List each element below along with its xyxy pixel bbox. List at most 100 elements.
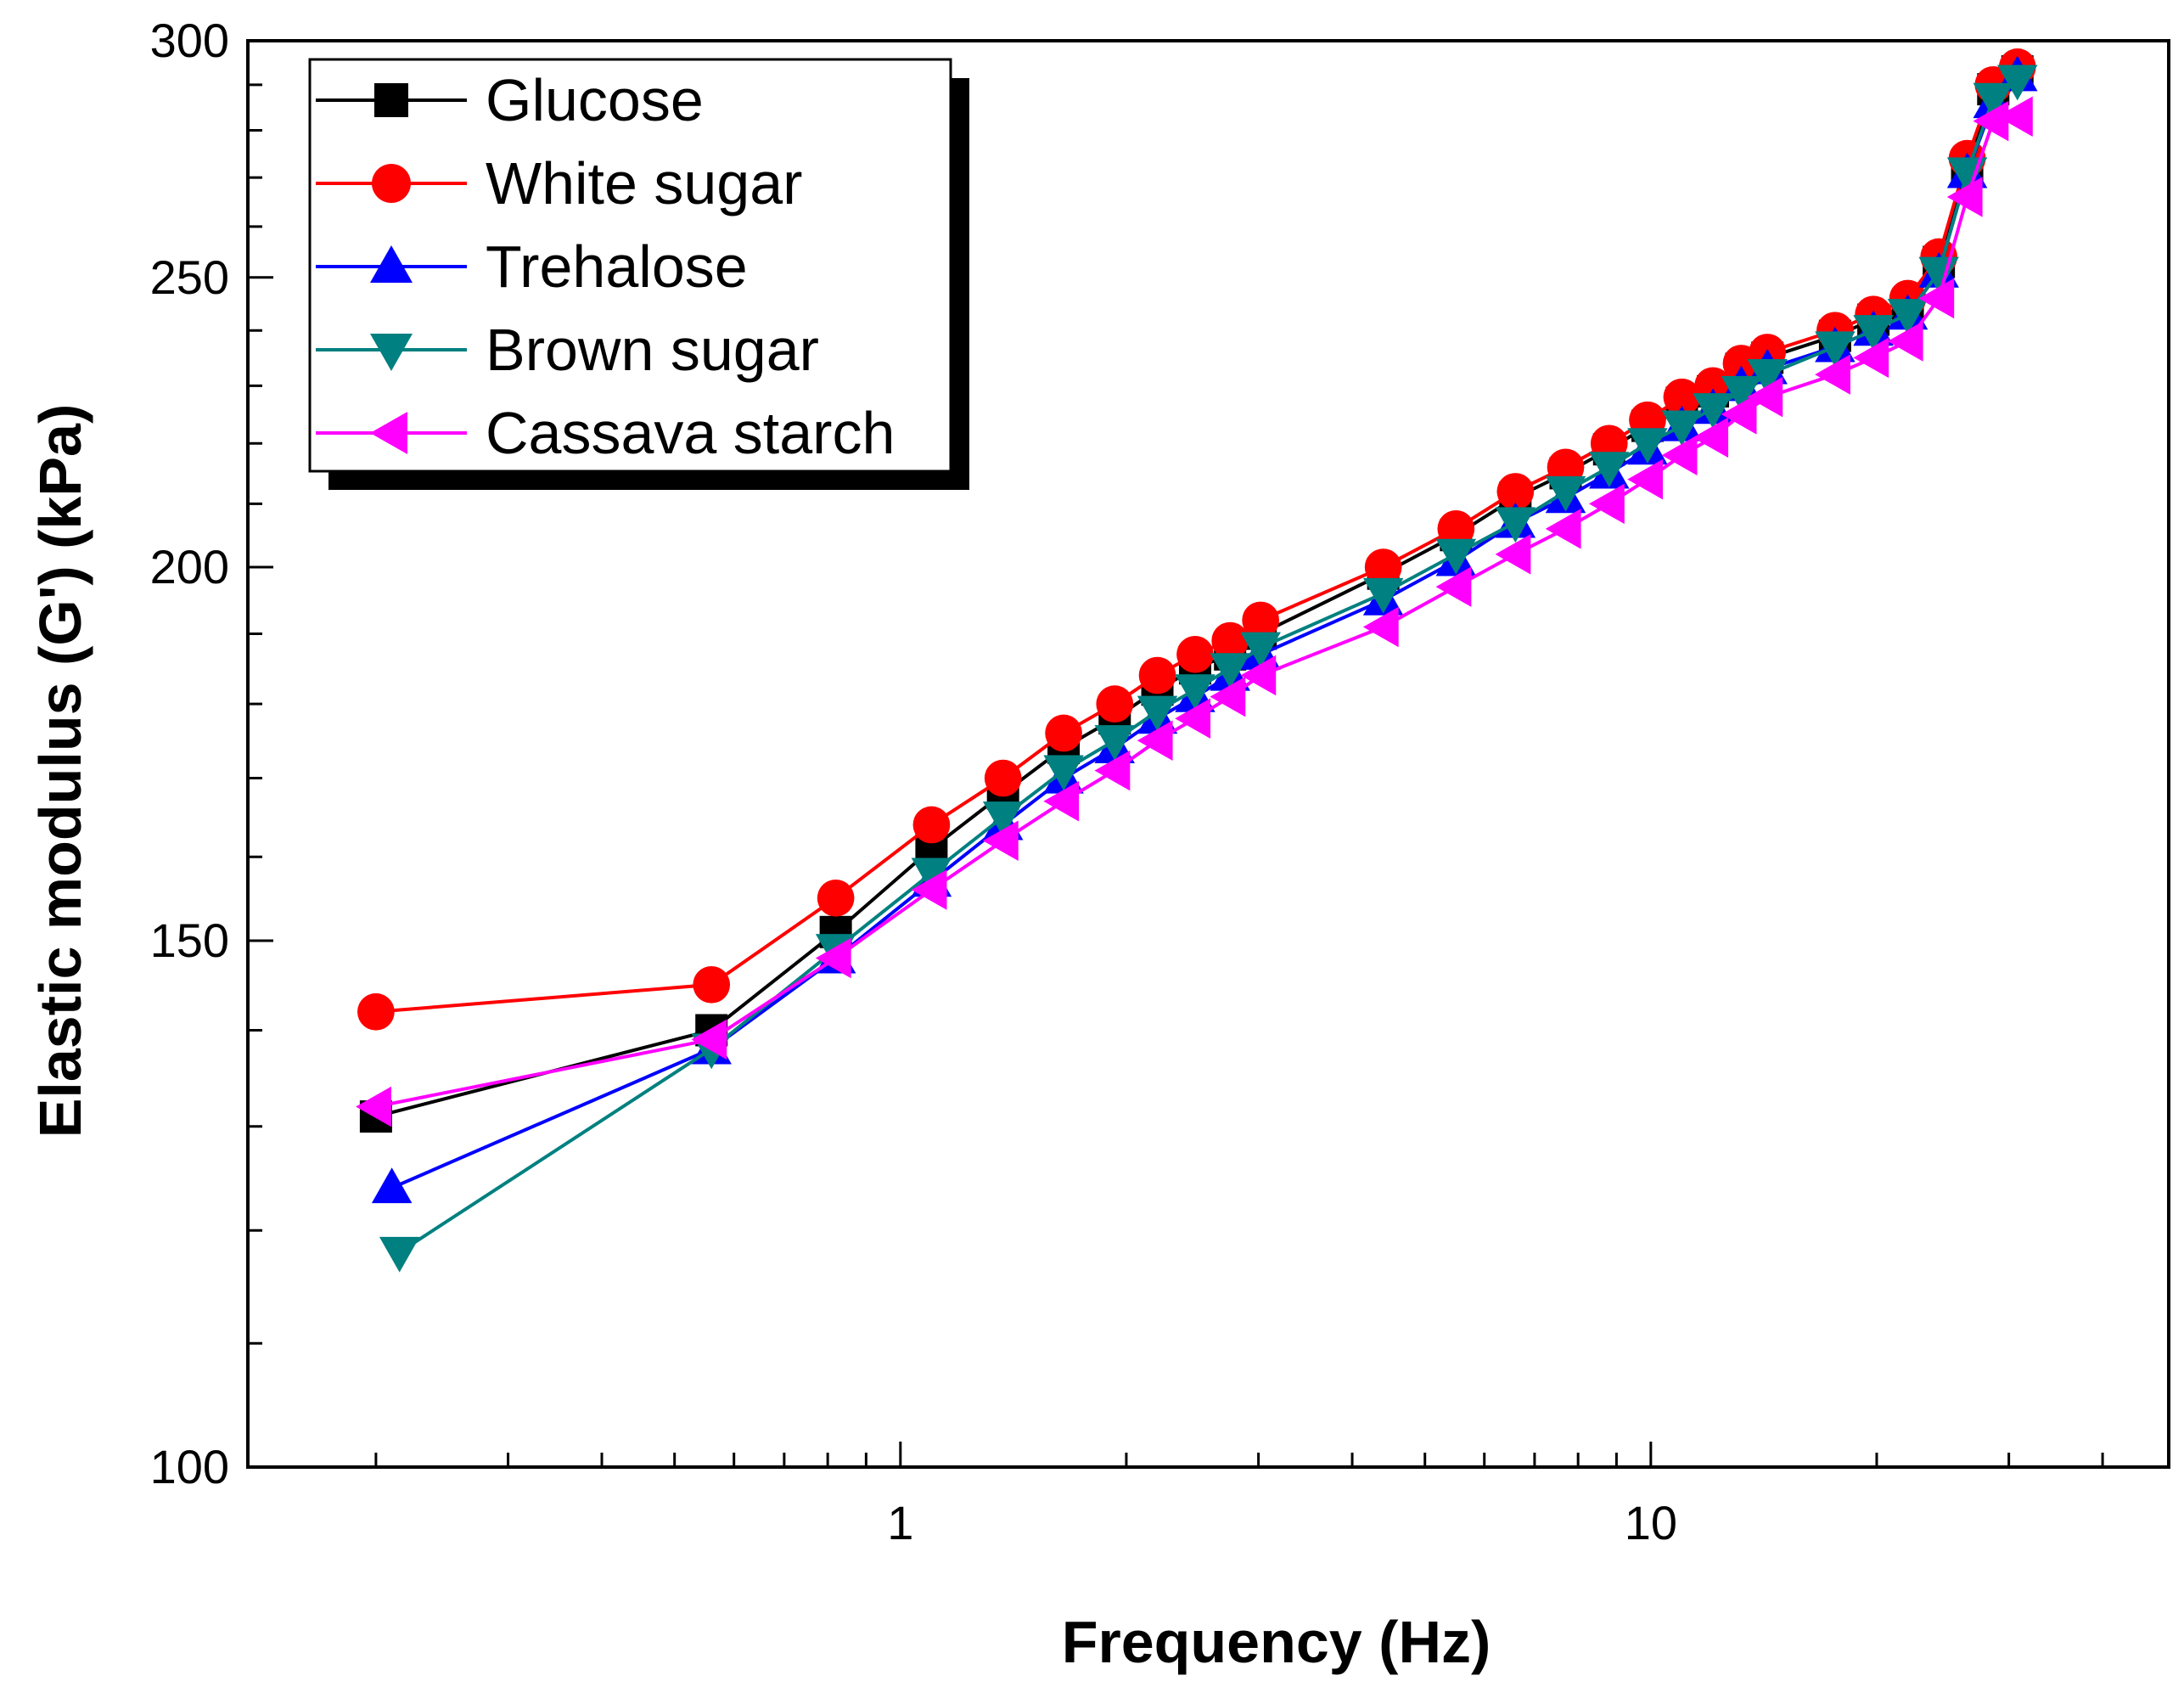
triangle-down-marker — [1240, 632, 1281, 668]
triangle-left-marker — [1545, 509, 1581, 549]
y-tick-label: 150 — [150, 914, 229, 967]
triangle-left-marker — [1362, 606, 1399, 648]
legend: Glucose White sugar Trehalose Brown sugar Ca… — [308, 58, 969, 490]
circle-marker — [357, 992, 395, 1031]
legend-label: Glucose — [486, 67, 704, 133]
triangle-down-marker — [1210, 653, 1250, 689]
triangle-down-marker — [1996, 65, 2038, 101]
triangle-down-marker — [1589, 452, 1630, 488]
legend-label: Cassava starch — [486, 400, 895, 466]
triangle-left-marker — [1435, 566, 1472, 607]
triangle-down-marker — [379, 1236, 420, 1273]
triangle-left-marker — [1175, 698, 1211, 739]
legend-item: Brown sugar — [316, 317, 819, 383]
legend-label: Trehalose — [486, 233, 748, 300]
triangle-left-marker — [1240, 655, 1277, 696]
triangle-left-marker — [1946, 177, 1983, 217]
triangle-left-marker — [1661, 435, 1698, 476]
legend-label: Brown sugar — [486, 317, 819, 383]
series-brown-sugar — [379, 65, 2038, 1273]
plot-area-frame — [246, 39, 2170, 1469]
triangle-down-marker — [1137, 695, 1178, 732]
triangle-down-marker — [1721, 375, 1762, 412]
circle-marker — [912, 806, 951, 844]
circle-marker — [1138, 656, 1176, 694]
triangle-down-marker — [1747, 359, 1788, 395]
x-tick-label: 10 — [1625, 1496, 1677, 1549]
triangle-down-marker — [1043, 755, 1084, 791]
triangle-left-marker — [911, 869, 947, 910]
circle-marker — [1242, 601, 1280, 639]
circle-marker — [693, 965, 731, 1004]
y-tick-label: 250 — [150, 250, 229, 304]
legend-label: White sugar — [486, 150, 802, 216]
triangle-down-marker — [1495, 507, 1536, 543]
circle-marker — [1437, 509, 1475, 548]
series-cassava-starch — [356, 96, 2033, 1127]
triangle-up-marker — [370, 245, 413, 283]
series-line — [375, 115, 2018, 1109]
series-layer — [356, 48, 2038, 1273]
x-axis-title: Frequency (Hz) — [1062, 1609, 1491, 1675]
circle-marker — [817, 879, 855, 917]
triangle-left-marker — [1918, 278, 1955, 319]
triangle-down-marker — [1094, 725, 1136, 761]
triangle-left-marker — [1721, 394, 1757, 435]
circle-marker — [1211, 621, 1249, 660]
triangle-left-marker — [1973, 100, 2009, 142]
triangle-left-marker — [356, 1086, 391, 1127]
triangle-down-marker — [911, 857, 952, 894]
triangle-down-marker — [1435, 538, 1477, 575]
triangle-left-marker — [1589, 483, 1625, 525]
triangle-down-marker — [370, 334, 413, 371]
circle-marker — [1496, 473, 1535, 510]
triangle-left-marker — [1210, 676, 1246, 717]
triangle-down-marker — [1545, 475, 1586, 512]
triangle-left-marker — [1693, 417, 1729, 458]
y-tick-label: 100 — [150, 1440, 229, 1493]
triangle-down-marker — [1815, 331, 1856, 368]
legend-item: Glucose — [316, 67, 704, 133]
triangle-left-marker — [1747, 376, 1783, 418]
series-line — [375, 65, 2018, 1014]
legend-items: Glucose White sugar Trehalose Brown sugar Ca… — [316, 67, 895, 466]
legend-item: Cassava starch — [316, 400, 895, 466]
triangle-down-marker — [1853, 315, 1894, 351]
circle-marker — [984, 759, 1022, 797]
triangle-left-marker — [1627, 458, 1664, 500]
triangle-left-marker — [691, 1019, 727, 1060]
triangle-down-marker — [982, 801, 1024, 837]
triangle-up-marker — [371, 1167, 413, 1204]
y-tick-label: 200 — [150, 540, 229, 593]
y-tick-label: 300 — [150, 14, 229, 67]
triangle-down-marker — [1973, 82, 2014, 119]
triangle-down-marker — [1887, 299, 1929, 335]
circle-marker — [1045, 714, 1082, 752]
legend-item: White sugar — [316, 150, 802, 216]
triangle-left-marker — [370, 412, 407, 454]
triangle-down-marker — [1175, 674, 1216, 711]
triangle-left-marker — [1996, 96, 2033, 137]
triangle-left-marker — [1043, 781, 1080, 822]
triangle-down-marker — [1627, 428, 1668, 464]
triangle-down-marker — [1661, 410, 1703, 447]
legend-item: Trehalose — [316, 233, 748, 300]
triangle-left-marker — [1094, 750, 1131, 791]
circle-marker — [1096, 685, 1134, 723]
triangle-left-marker — [1495, 534, 1531, 575]
x-tick-label: 1 — [887, 1496, 913, 1549]
axis-ticks — [248, 39, 2104, 1469]
circle-marker — [1663, 378, 1701, 416]
series-line — [398, 78, 2018, 1254]
triangle-left-marker — [1887, 321, 1923, 362]
triangle-left-marker — [982, 820, 1019, 862]
y-axis-title: Elastic modulus (G') (kPa) — [27, 404, 93, 1139]
triangle-left-marker — [1815, 354, 1850, 395]
circle-marker — [1364, 548, 1402, 586]
triangle-down-marker — [1362, 577, 1404, 614]
square-marker — [374, 83, 408, 117]
triangle-down-marker — [1693, 393, 1733, 429]
triangle-left-marker — [815, 937, 851, 979]
tick-labels: 1 10 100 150 200 250 300 — [150, 14, 1677, 1549]
